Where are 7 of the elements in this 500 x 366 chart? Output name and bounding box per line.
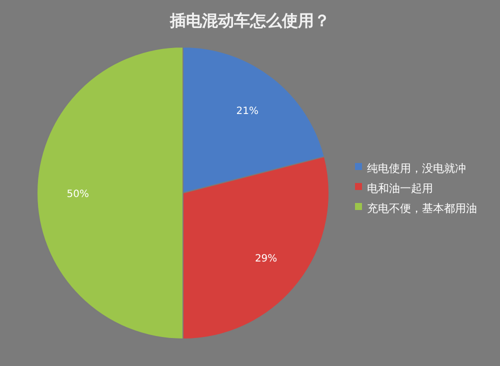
data-label: 21% <box>236 106 259 117</box>
legend-label: 电和油一起用 <box>367 182 433 195</box>
data-label: 29% <box>254 253 278 264</box>
legend-label: 纯电使用，没电就冲 <box>367 162 466 175</box>
legend-label: 充电不便，基本都用油 <box>367 202 477 215</box>
chart-title: 插电混动车怎么使用？ <box>169 11 330 30</box>
data-label: 50% <box>66 189 89 200</box>
